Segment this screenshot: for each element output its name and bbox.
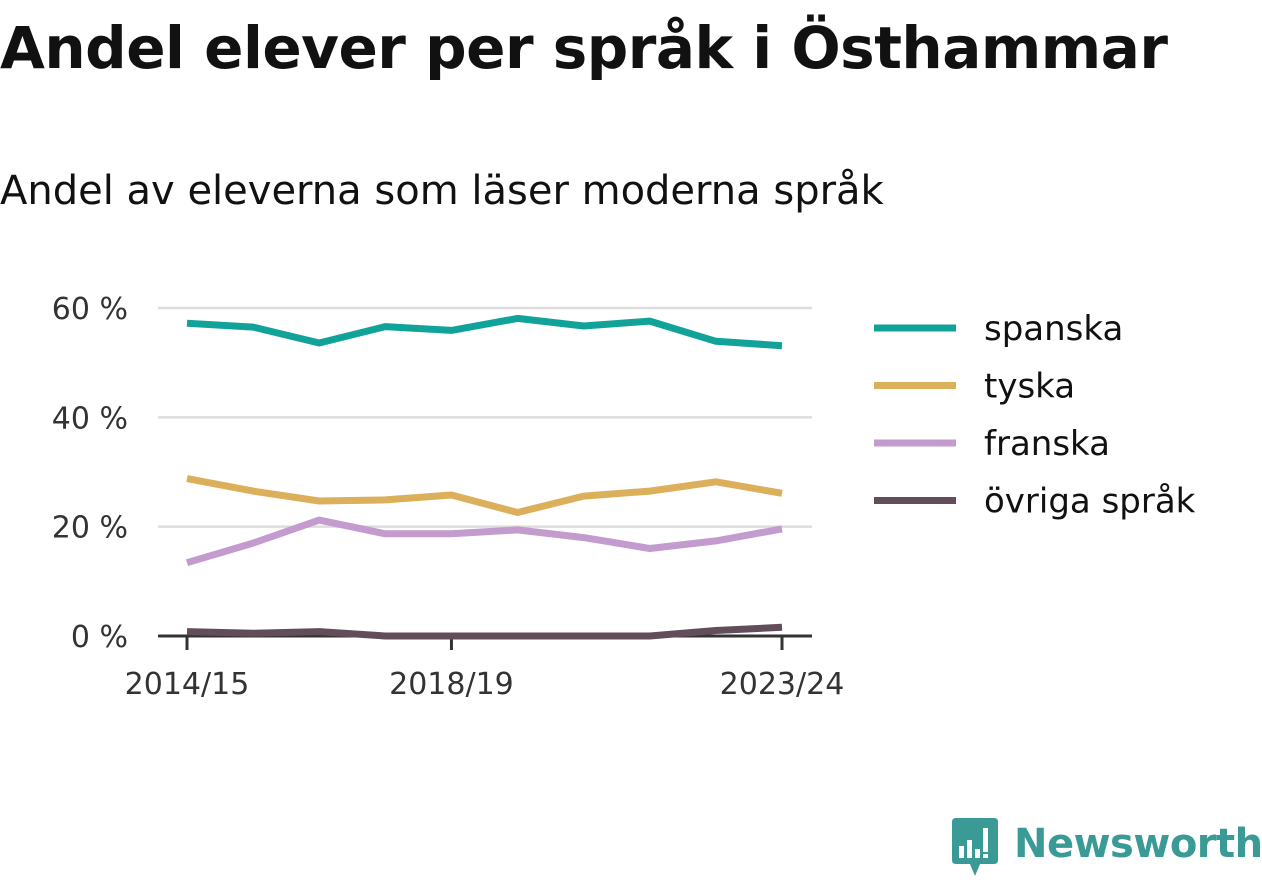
series-line-övriga-språk xyxy=(186,623,783,640)
x-tick-label: 2023/24 xyxy=(720,667,845,702)
series-line-spanska xyxy=(186,314,783,350)
axes: 0 % 20 % 40 % 60 % 2014/15 2018/19 2023/24 xyxy=(52,292,845,702)
newsworthy-brand: Newsworthy xyxy=(950,816,1262,880)
y-tick-label: 60 % xyxy=(52,292,128,327)
y-tick-label: 40 % xyxy=(52,401,128,436)
brand-name: Newsworthy xyxy=(1014,821,1262,867)
newsworthy-chart-bubble-icon xyxy=(952,818,998,876)
series-lines xyxy=(186,314,783,640)
series-line-tyska xyxy=(186,475,783,516)
legend-label: övriga språk xyxy=(984,482,1196,522)
x-tick-label: 2018/19 xyxy=(389,667,514,702)
legend-label: spanska xyxy=(984,309,1123,349)
chart-title: Andel elever per språk i Östhammar xyxy=(0,14,1168,82)
legend-label: franska xyxy=(984,424,1110,464)
x-tick-label: 2014/15 xyxy=(125,667,250,702)
y-tick-label: 0 % xyxy=(71,620,128,655)
legend: spanska tyska franska övriga språk xyxy=(874,309,1196,522)
chart-subtitle: Andel av eleverna som läser moderna språ… xyxy=(0,168,884,214)
y-tick-label: 20 % xyxy=(52,511,128,546)
gridlines xyxy=(158,306,812,528)
legend-label: tyska xyxy=(984,367,1075,407)
series-line-franska xyxy=(186,516,783,567)
